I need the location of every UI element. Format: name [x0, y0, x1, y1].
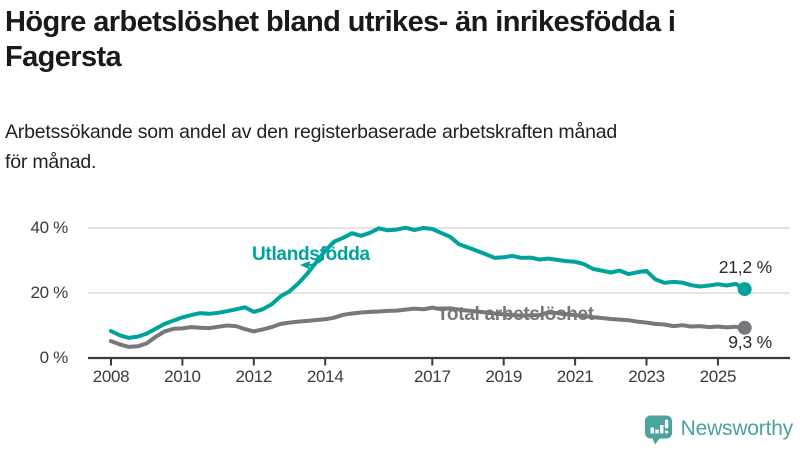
y-tick-label: 20 % — [30, 283, 68, 302]
x-tick-label: 2019 — [485, 367, 522, 386]
x-tick-label: 2014 — [306, 367, 344, 386]
chart-subtitle-line2: för månad. — [5, 151, 97, 173]
series-line-0 — [109, 225, 747, 340]
chart-subtitle: Arbetssökande som andel av den registerb… — [5, 117, 617, 177]
bar-chart-speech-bubble-icon — [644, 415, 672, 444]
x-tick-label: 2017 — [413, 367, 451, 386]
end-value-total-arbetsloshet: 9,3 % — [728, 332, 772, 352]
newsworthy-logo[interactable]: Newsworthy — [644, 413, 793, 445]
x-tick-label: 2025 — [699, 367, 737, 386]
newsworthy-logo-text: Newsworthy — [680, 417, 794, 440]
x-tick-label: 2008 — [92, 367, 130, 386]
x-tick-label: 2023 — [628, 367, 665, 386]
page-title-line2: Fagersta — [5, 41, 122, 73]
y-tick-label: 40 % — [30, 218, 68, 237]
label-pointer-arrowhead-icon — [300, 261, 310, 269]
series-label-utlandsfodda: Utlandsfödda — [252, 244, 370, 265]
series-end-dot-0 — [737, 282, 752, 297]
chart-subtitle-line1: Arbetssökande som andel av den registerb… — [5, 121, 618, 143]
y-tick-label: 0 % — [39, 348, 69, 367]
page-title-line1: Högre arbetslöshet bland utrikes- än inr… — [5, 6, 676, 38]
x-tick-label: 2010 — [164, 367, 201, 386]
page-title: Högre arbetslöshet bland utrikes- än inr… — [5, 5, 676, 75]
x-tick-label: 2021 — [556, 367, 594, 386]
x-tick-label: 2012 — [235, 367, 273, 386]
end-value-utlandsfodda: 21,2 % — [718, 257, 772, 277]
series-line-1 — [109, 305, 747, 349]
series-end-dot-1 — [737, 320, 752, 335]
series-label-total-arbetsloshet: Total arbetslöshet — [437, 304, 594, 325]
